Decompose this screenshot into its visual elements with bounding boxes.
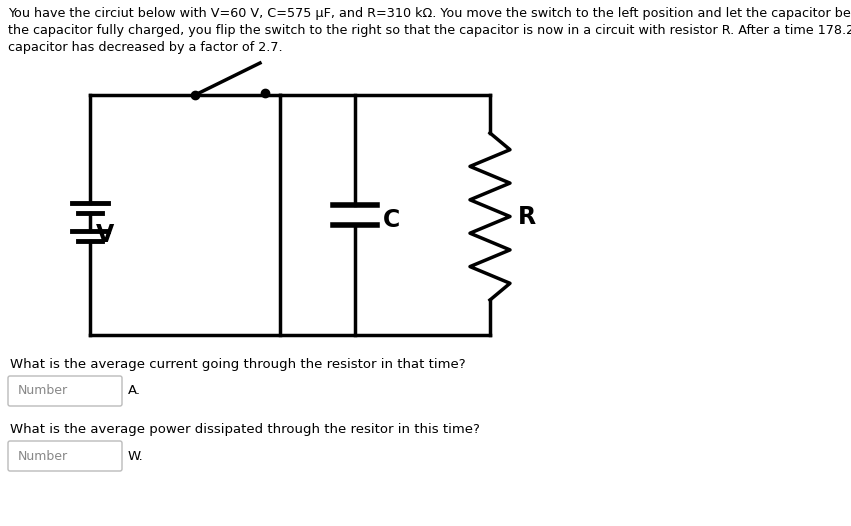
Text: Number: Number bbox=[18, 385, 68, 398]
Text: You have the circiut below with V=60 V, C=575 μF, and R=310 kΩ. You move the swi: You have the circiut below with V=60 V, … bbox=[8, 7, 851, 54]
Text: A.: A. bbox=[128, 385, 141, 398]
FancyBboxPatch shape bbox=[8, 376, 122, 406]
Text: Number: Number bbox=[18, 450, 68, 462]
Text: What is the average power dissipated through the resitor in this time?: What is the average power dissipated thr… bbox=[10, 423, 480, 436]
Text: W.: W. bbox=[128, 450, 144, 462]
Text: C: C bbox=[383, 208, 400, 232]
Text: V: V bbox=[96, 223, 114, 247]
FancyBboxPatch shape bbox=[8, 441, 122, 471]
Text: R: R bbox=[518, 205, 536, 228]
Text: What is the average current going through the resistor in that time?: What is the average current going throug… bbox=[10, 358, 465, 371]
